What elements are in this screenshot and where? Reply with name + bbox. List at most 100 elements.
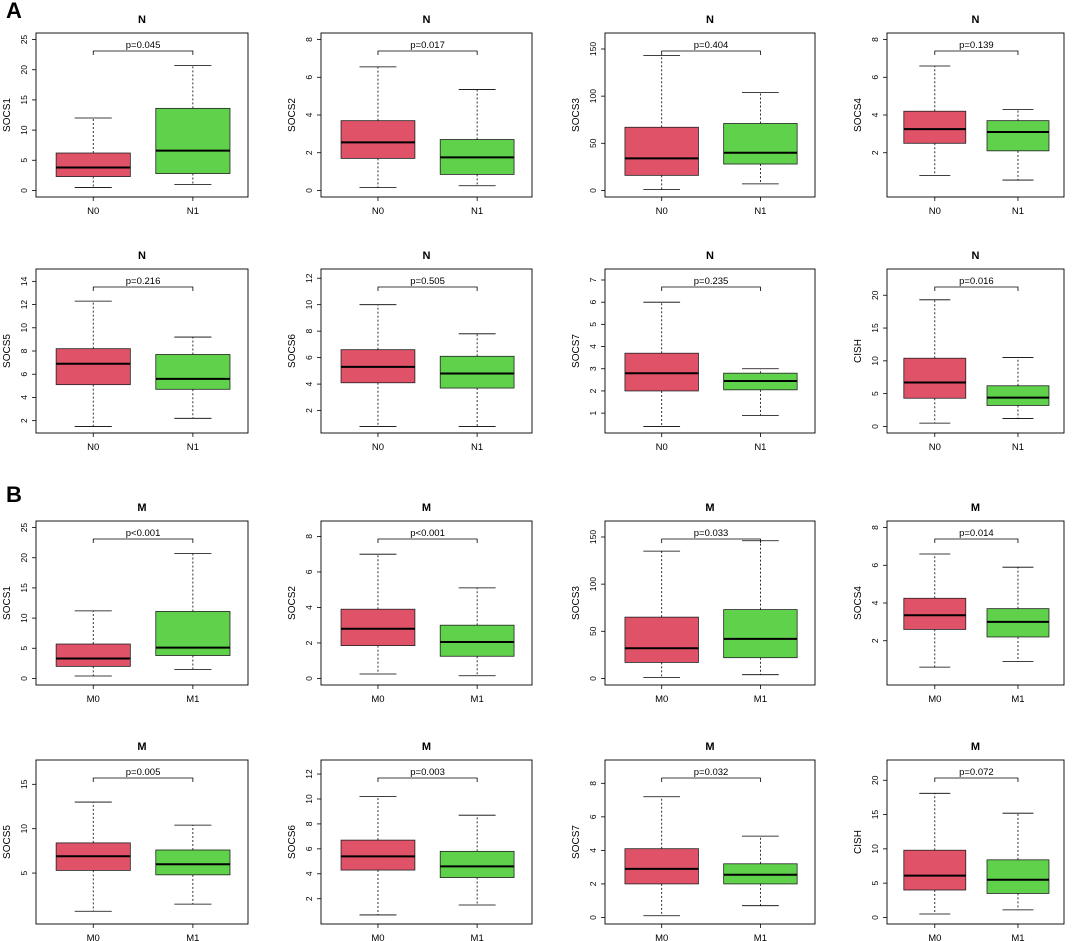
significance-bracket — [377, 286, 478, 291]
plot-frame — [604, 759, 816, 925]
y-tick-label: 2 — [870, 638, 880, 643]
y-tick-label: 4 — [304, 381, 314, 386]
p-value-label: p=0.072 — [959, 767, 994, 778]
chart-title: M — [971, 741, 980, 753]
box-n1 — [986, 108, 1050, 181]
y-axis-label: SOCS7 — [571, 825, 582, 859]
y-tick-label: 10 — [19, 824, 29, 834]
y-tick-label: 6 — [304, 569, 314, 574]
y-tick-label: 4 — [304, 871, 314, 876]
y-axis-label: SOCS4 — [853, 98, 864, 132]
box-m1 — [155, 553, 231, 670]
y-axis-label: SOCS3 — [571, 98, 582, 132]
y-tick-label: 12 — [19, 300, 29, 310]
iqr-box — [624, 848, 699, 885]
y-tick-label: 4 — [870, 112, 880, 117]
y-axis-label: SOCS1 — [2, 98, 13, 132]
y-tick-label: 15 — [19, 779, 29, 789]
y-tick-label: 3 — [588, 366, 598, 371]
y-tick-label: 10 — [870, 844, 880, 854]
significance-bracket — [934, 777, 1019, 782]
box-m0 — [903, 553, 967, 668]
significance-bracket — [92, 777, 194, 782]
chart-title: N — [972, 14, 980, 26]
y-tick-label: 6 — [19, 372, 29, 377]
p-value-label: p=0.404 — [694, 40, 729, 51]
y-tick-label: 8 — [304, 329, 314, 334]
iqr-box — [55, 152, 131, 177]
box-n1 — [439, 333, 515, 427]
significance-bracket — [92, 538, 194, 543]
chart-b-socs4: M SOCS4 2 4 6 8 M0 M1 p=0.014 — [853, 502, 1065, 705]
panel-label-b: B — [6, 482, 22, 507]
chart-title: M — [971, 502, 980, 514]
box-m1 — [155, 824, 231, 905]
chart-a-socs1: N SOCS1 0 5 10 15 20 25 N0 N1 p=0.045 — [2, 14, 249, 217]
significance-bracket — [934, 286, 1019, 291]
y-tick-label: 2 — [870, 150, 880, 155]
chart-title: N — [706, 250, 714, 262]
iqr-box — [155, 107, 231, 174]
p-value-label: p<0.001 — [126, 528, 161, 539]
box-n1 — [155, 336, 231, 419]
y-tick-label: 15 — [870, 323, 880, 333]
y-tick-label: 8 — [870, 37, 880, 42]
plot-frame — [886, 268, 1065, 434]
y-tick-label: 2 — [304, 896, 314, 901]
y-tick-label: 0 — [304, 188, 314, 193]
y-tick-label: 150 — [588, 42, 598, 56]
box-n0 — [624, 301, 699, 427]
y-tick-label: 50 — [588, 626, 598, 636]
y-axis-label: SOCS6 — [287, 825, 298, 859]
box-m0 — [903, 792, 967, 915]
panel-label-a: A — [6, 0, 22, 23]
chart-a-socs7: N SOCS7 1 2 3 4 5 6 7 N0 N1 p=0.235 — [571, 250, 816, 453]
p-value-label: p=0.032 — [694, 767, 729, 778]
chart-title: M — [137, 741, 146, 753]
y-tick-label: 5 — [19, 870, 29, 875]
y-tick-label: 150 — [588, 530, 598, 544]
significance-bracket — [934, 538, 1019, 543]
box-n0 — [340, 304, 416, 427]
chart-a-cish: N CISH 0 5 10 15 20 N0 N1 p=0.016 — [853, 250, 1065, 453]
iqr-box — [155, 354, 231, 390]
plot-frame — [604, 268, 816, 434]
x-tick-label: M0 — [655, 694, 668, 705]
box-m0 — [340, 796, 416, 916]
y-tick-label: 2 — [588, 388, 598, 393]
y-axis-label: SOCS1 — [2, 586, 13, 620]
iqr-box — [624, 616, 699, 663]
y-tick-label: 8 — [304, 534, 314, 539]
plot-frame — [35, 759, 249, 925]
x-tick-label: N0 — [929, 442, 941, 453]
chart-a-socs2: N SOCS2 0 2 4 6 8 N0 N1 p=0.017 — [287, 14, 533, 217]
y-tick-label: 6 — [304, 355, 314, 360]
chart-b-socs3: M SOCS3 0 50 100 150 M0 M1 p=0.033 — [571, 502, 816, 705]
y-axis-label: SOCS6 — [287, 334, 298, 368]
iqr-box — [903, 597, 967, 630]
y-tick-label: 6 — [304, 846, 314, 851]
significance-bracket — [661, 50, 761, 55]
iqr-box — [903, 110, 967, 144]
y-tick-label: 8 — [304, 821, 314, 826]
y-tick-label: 8 — [588, 781, 598, 786]
x-tick-label: N0 — [87, 442, 99, 453]
chart-title: M — [137, 502, 146, 514]
y-tick-label: 5 — [588, 322, 598, 327]
p-value-label: p=0.017 — [410, 40, 445, 51]
significance-bracket — [661, 538, 761, 543]
chart-title: M — [422, 741, 431, 753]
x-tick-label: N1 — [471, 206, 483, 217]
y-tick-label: 25 — [19, 35, 29, 45]
y-tick-label: 2 — [304, 150, 314, 155]
box-n1 — [723, 368, 798, 416]
x-tick-label: N0 — [372, 206, 384, 217]
y-tick-label: 8 — [304, 37, 314, 42]
box-m1 — [439, 814, 515, 906]
p-value-label: p=0.016 — [959, 276, 994, 287]
y-tick-label: 2 — [304, 640, 314, 645]
y-tick-label: 20 — [870, 290, 880, 300]
chart-b-socs2: M SOCS2 0 2 4 6 8 M0 M1 p<0.001 — [287, 502, 533, 705]
x-tick-label: M1 — [186, 933, 199, 941]
